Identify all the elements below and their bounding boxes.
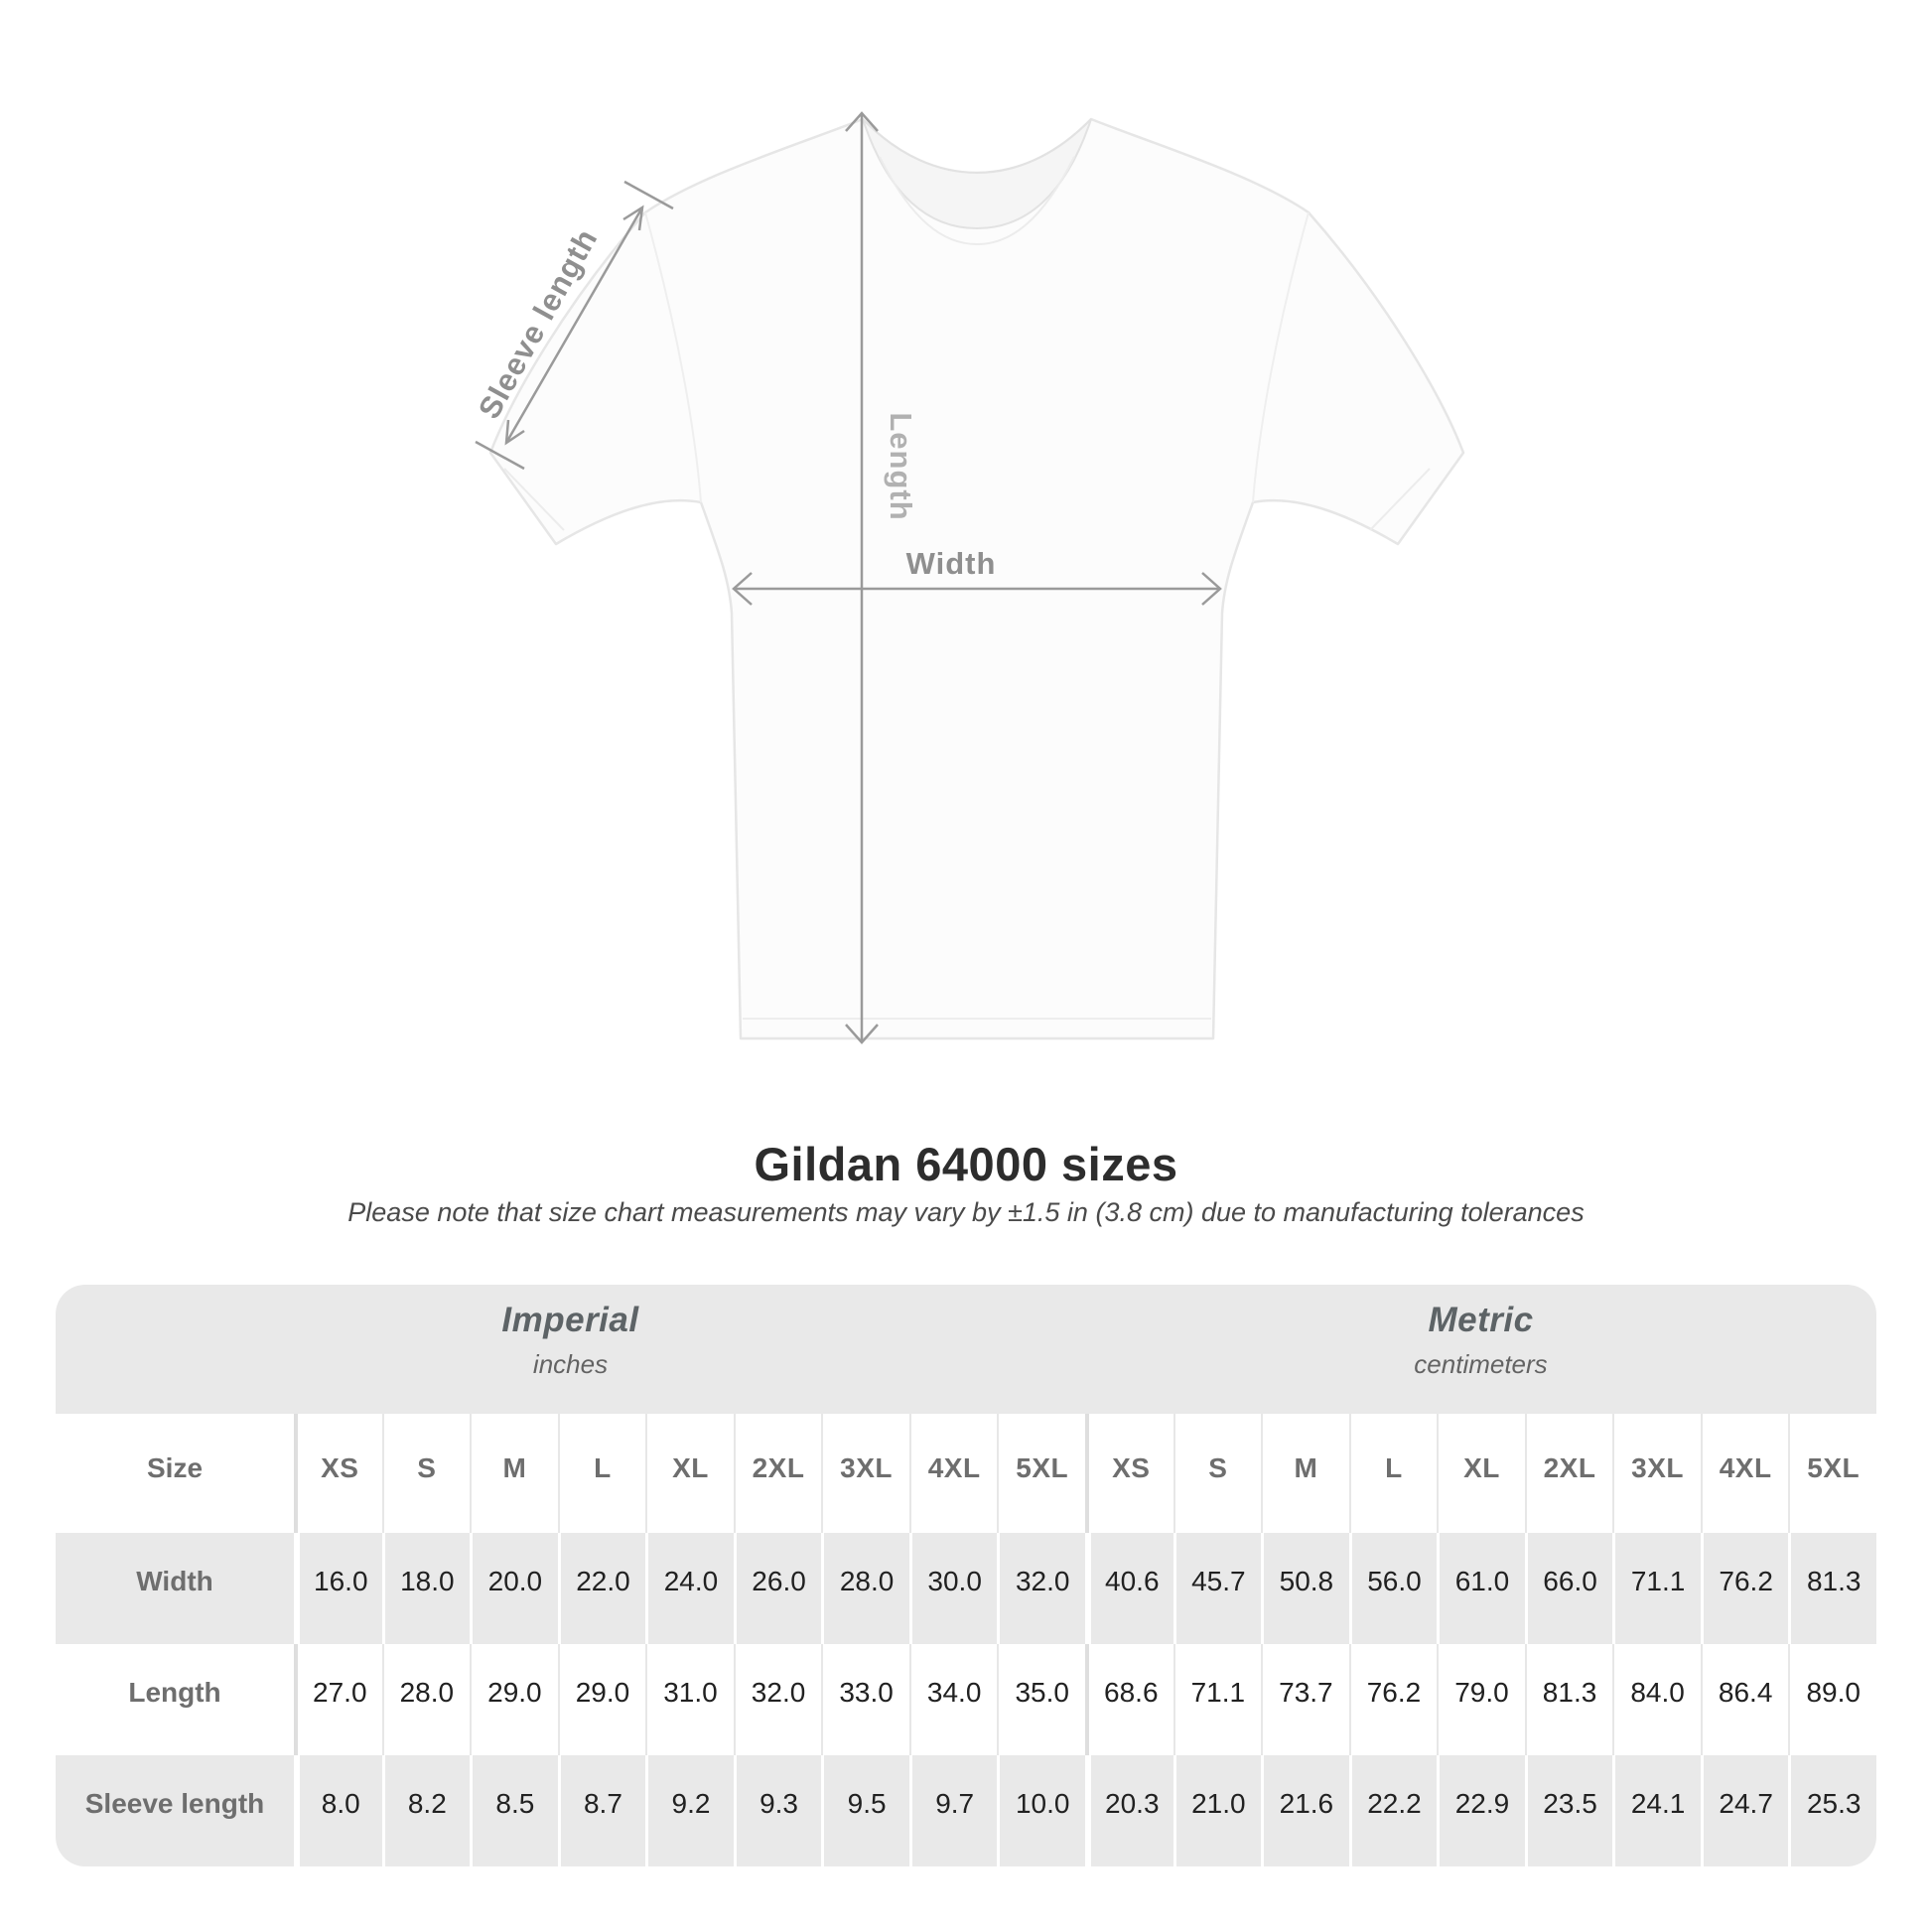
table-cell: 28.0 [821, 1533, 909, 1644]
imperial-group-header: Imperial inches [56, 1285, 1085, 1414]
tshirt-measurement-diagram: Length Width Sleeve length [472, 111, 1465, 1044]
table-cell: 9.3 [733, 1755, 822, 1866]
table-cell: 9.2 [645, 1755, 734, 1866]
page-subtitle: Please note that size chart measurements… [347, 1197, 1585, 1227]
table-cell: 28.0 [381, 1644, 471, 1755]
size-col-header: S [1173, 1414, 1262, 1533]
row-label: Sleeve length [56, 1755, 294, 1866]
table-cell: 18.0 [381, 1533, 471, 1644]
size-col-header: XL [645, 1414, 734, 1533]
table-cell: 86.4 [1700, 1644, 1789, 1755]
size-col-header: 4XL [1700, 1414, 1789, 1533]
table-cell: 79.0 [1437, 1644, 1525, 1755]
metric-group-label: Metric [1428, 1301, 1534, 1339]
tshirt-graphic [488, 117, 1465, 1040]
size-col-header: 2XL [1524, 1414, 1613, 1533]
size-corner-header: Size [56, 1414, 294, 1533]
table-cell: 81.3 [1524, 1644, 1613, 1755]
table-cell: 9.5 [821, 1755, 909, 1866]
size-col-header: 4XL [908, 1414, 998, 1533]
width-dimension-arrow [732, 572, 1222, 606]
size-col-header: 3XL [1612, 1414, 1701, 1533]
size-table: Imperial inches Metric centimeters Size … [56, 1285, 1876, 1866]
collar-band [862, 118, 1092, 230]
right-sleeve-seam [1252, 211, 1310, 503]
size-col-header: L [1348, 1414, 1438, 1533]
table-cell: 8.5 [470, 1755, 558, 1866]
table-cell: 71.1 [1173, 1644, 1262, 1755]
size-col-header: 2XL [733, 1414, 822, 1533]
imperial-group-label: Imperial [501, 1301, 639, 1339]
metric-group-header: Metric centimeters [1085, 1285, 1876, 1414]
table-cell: 45.7 [1173, 1533, 1262, 1644]
table-cell: 25.3 [1788, 1755, 1876, 1866]
length-dimension-label: Length [884, 412, 918, 520]
size-col-header: 5XL [997, 1414, 1085, 1533]
table-cell: 50.8 [1261, 1533, 1349, 1644]
size-col-header: L [557, 1414, 646, 1533]
left-cuff-stitch [503, 468, 565, 531]
table-cell: 8.7 [557, 1755, 646, 1866]
collar-stitch [879, 156, 1075, 246]
table-cell: 24.1 [1612, 1755, 1701, 1866]
table-cell: 22.2 [1348, 1755, 1438, 1866]
table-cell: 68.6 [1085, 1644, 1173, 1755]
table-cell: 73.7 [1261, 1644, 1349, 1755]
table-cell: 89.0 [1788, 1644, 1876, 1755]
table-cell: 30.0 [908, 1533, 998, 1644]
table-cell: 23.5 [1524, 1755, 1613, 1866]
table-cell: 31.0 [645, 1644, 734, 1755]
table-cell: 29.0 [557, 1644, 646, 1755]
width-dimension-label: Width [906, 546, 997, 581]
imperial-group-unit: inches [532, 1349, 609, 1379]
page-title: Gildan 64000 sizes [754, 1138, 1178, 1190]
metric-group-unit: centimeters [1414, 1349, 1548, 1379]
table-cell: 9.7 [908, 1755, 998, 1866]
table-cell: 84.0 [1612, 1644, 1701, 1755]
table-cell: 20.3 [1085, 1755, 1173, 1866]
size-col-header: XS [294, 1414, 382, 1533]
table-cell: 34.0 [908, 1644, 998, 1755]
sleeve-dimension-arrow [475, 180, 674, 471]
table-cell: 16.0 [294, 1533, 382, 1644]
table-cell: 8.2 [381, 1755, 471, 1866]
right-cuff-stitch [1369, 468, 1431, 531]
table-cell: 71.1 [1612, 1533, 1701, 1644]
table-cell: 56.0 [1348, 1533, 1438, 1644]
table-cell: 35.0 [997, 1644, 1085, 1755]
row-label: Width [56, 1533, 294, 1644]
size-col-header: 5XL [1788, 1414, 1876, 1533]
table-cell: 24.7 [1700, 1755, 1789, 1866]
size-col-header: S [381, 1414, 471, 1533]
table-cell: 33.0 [821, 1644, 909, 1755]
left-sleeve-seam [644, 211, 702, 503]
table-cell: 76.2 [1348, 1644, 1438, 1755]
length-dimension-arrow [845, 111, 879, 1044]
size-col-header: XS [1085, 1414, 1173, 1533]
table-cell: 29.0 [470, 1644, 558, 1755]
table-cell: 21.0 [1173, 1755, 1262, 1866]
table-cell: 40.6 [1085, 1533, 1173, 1644]
row-label: Length [56, 1644, 294, 1755]
table-cell: 22.9 [1437, 1755, 1525, 1866]
size-col-header: XL [1437, 1414, 1525, 1533]
table-cell: 10.0 [997, 1755, 1085, 1866]
size-col-header: M [1261, 1414, 1349, 1533]
table-cell: 26.0 [733, 1533, 822, 1644]
table-cell: 81.3 [1788, 1533, 1876, 1644]
size-col-header: 3XL [821, 1414, 909, 1533]
table-cell: 32.0 [733, 1644, 822, 1755]
table-cell: 22.0 [557, 1533, 646, 1644]
table-cell: 21.6 [1261, 1755, 1349, 1866]
table-cell: 24.0 [645, 1533, 734, 1644]
table-cell: 27.0 [294, 1644, 382, 1755]
table-cell: 66.0 [1524, 1533, 1613, 1644]
table-cell: 61.0 [1437, 1533, 1525, 1644]
table-cell: 8.0 [294, 1755, 382, 1866]
size-col-header: M [470, 1414, 558, 1533]
table-cell: 32.0 [997, 1533, 1085, 1644]
table-cell: 20.0 [470, 1533, 558, 1644]
table-cell: 76.2 [1700, 1533, 1789, 1644]
